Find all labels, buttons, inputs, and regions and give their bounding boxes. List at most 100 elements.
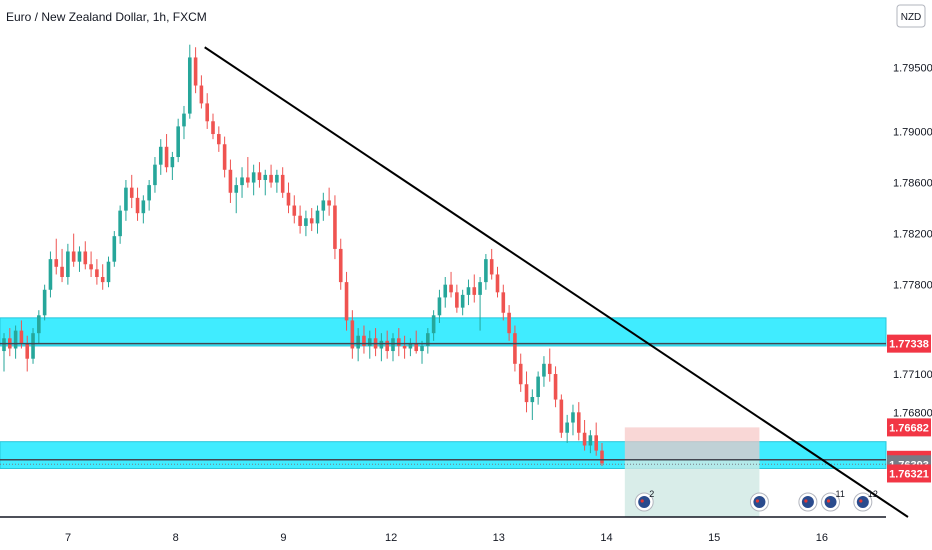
candle-body bbox=[489, 259, 494, 275]
candle-body bbox=[13, 330, 18, 349]
candle bbox=[141, 195, 146, 224]
candle-body bbox=[83, 251, 88, 265]
event-marker[interactable]: 12 bbox=[853, 489, 878, 512]
candle bbox=[217, 126, 221, 152]
event-marker[interactable] bbox=[798, 492, 818, 512]
candle bbox=[466, 279, 471, 306]
candle-body bbox=[89, 264, 93, 270]
price-badge-bg bbox=[887, 464, 931, 483]
candle-body bbox=[37, 315, 41, 334]
candle bbox=[66, 243, 70, 285]
candle-body bbox=[31, 333, 35, 359]
trendline[interactable] bbox=[204, 46, 909, 518]
price-axis[interactable]: 1.79500 1.79000 1.78600 1.78200 1.77800 1.771… bbox=[887, 63, 932, 483]
candle-body bbox=[588, 435, 593, 446]
candle-body bbox=[530, 397, 535, 403]
candle bbox=[553, 366, 558, 408]
candle bbox=[48, 251, 53, 298]
candle-body bbox=[362, 335, 366, 346]
candle-body bbox=[443, 284, 448, 298]
candle-body bbox=[396, 338, 401, 346]
candle bbox=[437, 289, 442, 323]
candle-body bbox=[124, 187, 128, 211]
candle bbox=[298, 205, 302, 234]
candle bbox=[391, 333, 395, 362]
candle-body bbox=[182, 113, 186, 127]
candle-body bbox=[2, 338, 6, 352]
event-flag-inner bbox=[638, 496, 651, 508]
candle-body bbox=[25, 343, 30, 359]
stop-loss-area[interactable] bbox=[624, 427, 760, 460]
event-marker[interactable] bbox=[749, 492, 769, 512]
price-tick: 1.77800 bbox=[893, 280, 932, 292]
event-flag-dot bbox=[826, 499, 831, 503]
candle-body bbox=[466, 287, 471, 295]
event-marker[interactable]: 2 bbox=[634, 489, 654, 512]
candle bbox=[460, 289, 465, 316]
event-marker[interactable]: 11 bbox=[821, 489, 845, 512]
candle bbox=[576, 402, 581, 441]
candle bbox=[396, 328, 401, 357]
candle bbox=[37, 310, 41, 344]
candle bbox=[257, 162, 262, 188]
candle-body bbox=[187, 57, 192, 114]
candle bbox=[431, 310, 436, 341]
event-flag-inner bbox=[753, 496, 766, 508]
candle bbox=[228, 159, 233, 203]
candle-body bbox=[205, 103, 210, 122]
candle-body bbox=[158, 146, 163, 165]
price-tick: 1.79500 bbox=[893, 63, 932, 75]
event-flag-inner bbox=[856, 496, 869, 508]
candle bbox=[350, 310, 355, 359]
candle bbox=[489, 248, 494, 280]
candle bbox=[507, 305, 511, 341]
candle-body bbox=[135, 197, 140, 214]
candle bbox=[420, 340, 424, 364]
candle bbox=[542, 356, 546, 387]
candle-body bbox=[460, 294, 465, 308]
time-tick: 8 bbox=[173, 532, 179, 544]
candle bbox=[513, 325, 517, 372]
candle bbox=[95, 259, 99, 285]
candle bbox=[594, 422, 598, 456]
candle bbox=[25, 335, 30, 372]
price-badge-bg bbox=[887, 418, 931, 437]
candle-body bbox=[518, 363, 523, 385]
economic-events[interactable]: 2 11 12 bbox=[634, 489, 878, 512]
candle bbox=[158, 139, 163, 175]
candle-body bbox=[42, 289, 47, 316]
candle bbox=[362, 325, 366, 354]
candle bbox=[124, 179, 128, 221]
candle bbox=[54, 238, 59, 275]
candle-body bbox=[217, 134, 221, 145]
candle bbox=[524, 371, 529, 413]
candle-body bbox=[246, 177, 250, 183]
price-badge-label: 1.76321 bbox=[889, 468, 929, 480]
candle bbox=[379, 333, 384, 362]
event-count: 12 bbox=[868, 489, 878, 499]
candle bbox=[205, 93, 210, 129]
price-badge: 1.76321 bbox=[887, 464, 931, 483]
time-tick: 14 bbox=[600, 532, 612, 544]
trendline-segment[interactable] bbox=[204, 46, 909, 518]
price-badge-label: 1.76682 bbox=[889, 422, 929, 434]
time-axis[interactable]: 7 8 9 12 13 14 15 16 bbox=[0, 516, 886, 544]
candle bbox=[547, 348, 552, 382]
candle bbox=[309, 208, 314, 232]
price-tick: 1.77100 bbox=[893, 369, 932, 381]
candle-body bbox=[408, 343, 413, 349]
candle bbox=[263, 169, 268, 196]
candle-body bbox=[298, 215, 302, 226]
candle-body bbox=[228, 169, 233, 193]
candle-body bbox=[66, 251, 70, 278]
event-flag-dot bbox=[640, 499, 644, 503]
candle bbox=[182, 105, 186, 140]
candle-body bbox=[315, 210, 320, 224]
candle bbox=[13, 325, 18, 359]
candle-body bbox=[594, 435, 598, 451]
candle bbox=[77, 246, 82, 272]
currency-button[interactable]: NZD bbox=[896, 4, 926, 28]
candle-body bbox=[199, 85, 204, 104]
